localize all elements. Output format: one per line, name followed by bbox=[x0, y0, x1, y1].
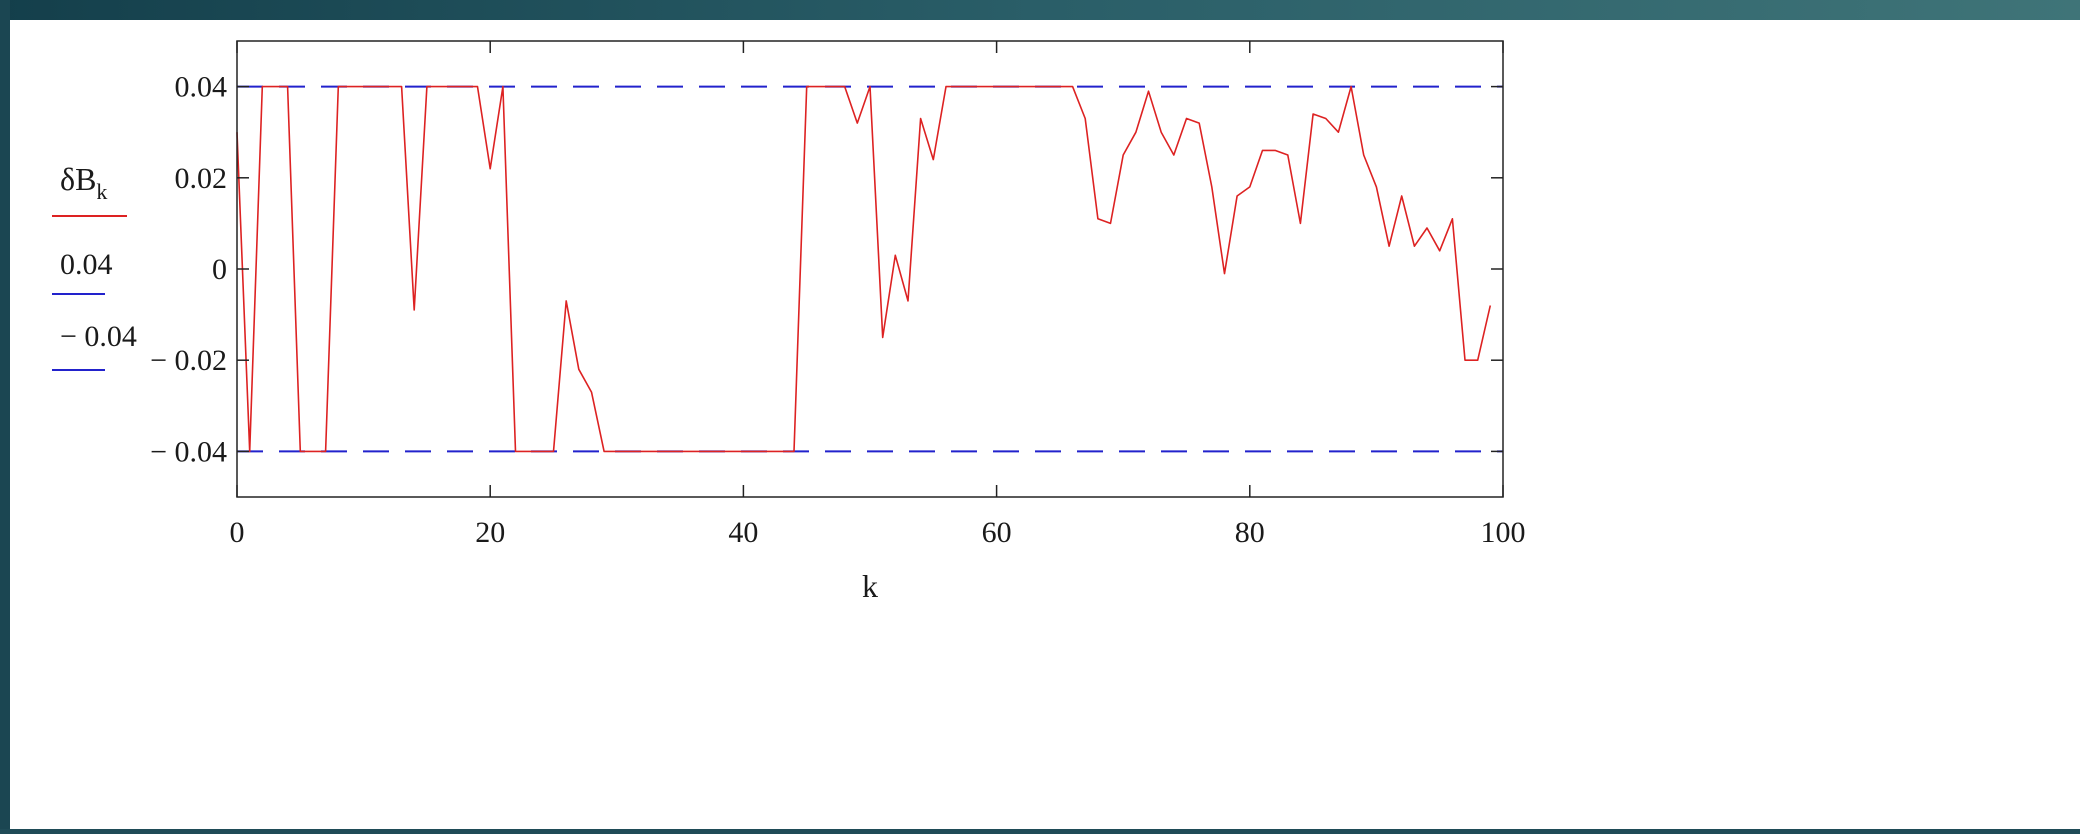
x-tick-label-4: 80 bbox=[1235, 516, 1265, 549]
y-tick-label-2: 0 bbox=[212, 253, 227, 286]
window-top-strip bbox=[0, 0, 2080, 20]
x-tick-label-5: 100 bbox=[1481, 516, 1526, 549]
x-tick-label-1: 20 bbox=[475, 516, 505, 549]
window-left-strip bbox=[0, 0, 10, 829]
y-tick-label-0: 0.04 bbox=[175, 71, 228, 104]
x-tick-label-0: 0 bbox=[230, 516, 245, 549]
x-tick-label-3: 60 bbox=[982, 516, 1012, 549]
y-tick-label-3: − 0.02 bbox=[150, 344, 227, 377]
plot-border bbox=[236, 40, 1504, 498]
legend-label-2: − 0.04 bbox=[60, 320, 137, 353]
line-chart: 0.04 0.02 0 − 0.02 − 0.04 0 20 40 60 80 100 k δBk 0.… bbox=[52, 40, 1526, 604]
legend-label-0: δBk bbox=[60, 161, 107, 204]
x-axis-label: k bbox=[862, 568, 878, 604]
y-tick-label-1: 0.02 bbox=[175, 162, 228, 195]
x-tick-label-2: 40 bbox=[728, 516, 758, 549]
series-line-0 bbox=[236, 85, 1492, 453]
legend-label-0-subscript: k bbox=[96, 179, 107, 204]
chart-frame: 0.04 0.02 0 − 0.02 − 0.04 0 20 40 60 80 100 k δBk 0.… bbox=[10, 20, 2080, 829]
y-tick-label-4: − 0.04 bbox=[150, 435, 227, 468]
legend-label-1: 0.04 bbox=[60, 248, 113, 281]
